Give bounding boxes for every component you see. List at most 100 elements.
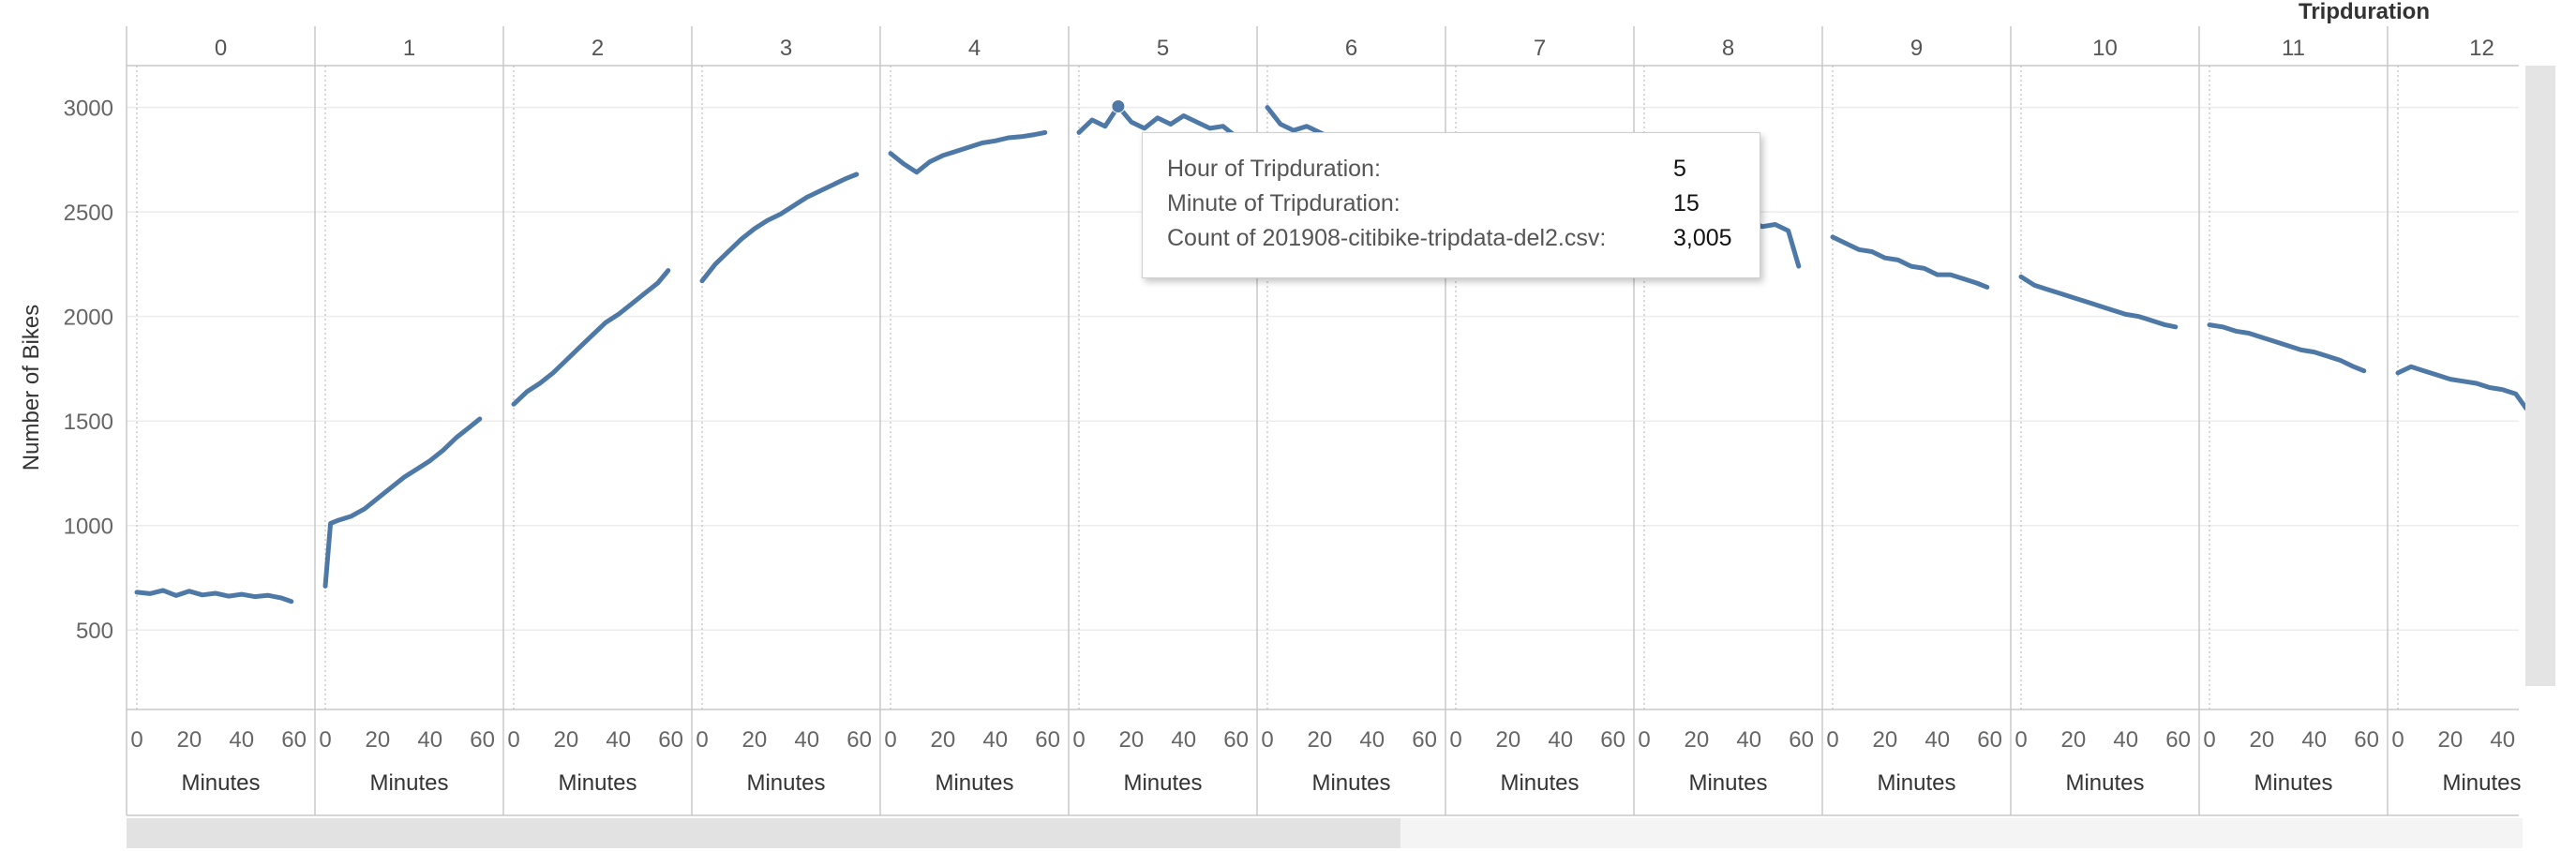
y-tick-label: 3000 bbox=[64, 97, 113, 122]
x-tick-label: 0 bbox=[1449, 727, 1461, 753]
x-axis-title: Minutes bbox=[1311, 770, 1390, 796]
x-tick-label: 60 bbox=[1412, 727, 1437, 753]
series-line-hour-5 bbox=[1076, 104, 1236, 138]
x-tick-label: 20 bbox=[2250, 727, 2275, 753]
y-tick-label: 2000 bbox=[64, 306, 113, 331]
x-tick-label: 40 bbox=[417, 727, 442, 753]
x-tick-label: 60 bbox=[2165, 727, 2191, 753]
x-tick-label: 20 bbox=[366, 727, 391, 753]
x-tick-label: 20 bbox=[2061, 727, 2087, 753]
x-tick-label: 0 bbox=[2203, 727, 2215, 753]
x-tick-label: 60 bbox=[281, 727, 307, 753]
panel-header-7: 7 bbox=[1534, 36, 1546, 61]
y-axis-title: Number of Bikes bbox=[19, 305, 44, 470]
x-tick-label: 60 bbox=[2354, 727, 2379, 753]
x-tick-label: 20 bbox=[742, 727, 768, 753]
x-tick-label: 20 bbox=[1496, 727, 1521, 753]
x-tick-label: 0 bbox=[1638, 727, 1650, 753]
panel-header-1: 1 bbox=[403, 36, 415, 61]
x-tick-label: 40 bbox=[794, 727, 819, 753]
panel-header-2: 2 bbox=[592, 36, 604, 61]
x-tick-label: 40 bbox=[1736, 727, 1761, 753]
x-tick-label: 40 bbox=[2301, 727, 2327, 753]
x-tick-label: 0 bbox=[319, 727, 331, 753]
header-title: Tripduration bbox=[2299, 0, 2430, 24]
x-axis-title: Minutes bbox=[2065, 770, 2144, 796]
y-tick-label: 500 bbox=[76, 619, 113, 644]
x-axis-title: Minutes bbox=[746, 770, 825, 796]
x-tick-label: 40 bbox=[1359, 727, 1385, 753]
x-axis-title: Minutes bbox=[2254, 770, 2332, 796]
x-axis-title: Minutes bbox=[181, 770, 260, 796]
tooltip-label-minute: Minute of Tripduration: bbox=[1167, 190, 1400, 216]
series-line-hour-10 bbox=[2018, 274, 2179, 330]
x-tick-label: 40 bbox=[606, 727, 631, 753]
x-tick-label: 20 bbox=[2438, 727, 2464, 753]
x-tick-label: 20 bbox=[1308, 727, 1333, 753]
series-line-hour-4 bbox=[888, 129, 1048, 175]
x-tick-label: 40 bbox=[2490, 727, 2515, 753]
x-tick-label: 0 bbox=[1826, 727, 1838, 753]
highlighted-data-point[interactable] bbox=[1111, 98, 1126, 113]
x-tick-label: 60 bbox=[1600, 727, 1625, 753]
x-tick-label: 40 bbox=[982, 727, 1008, 753]
x-tick-label: 20 bbox=[1119, 727, 1145, 753]
panel-header-6: 6 bbox=[1345, 36, 1357, 61]
x-tick-label: 60 bbox=[470, 727, 495, 753]
series-line-hour-1 bbox=[322, 416, 483, 589]
panel-header-8: 8 bbox=[1722, 36, 1734, 61]
tooltip-label-hour: Hour of Tripduration: bbox=[1167, 156, 1381, 182]
tooltip-label-count: Count of 201908-citibike-tripdata-del2.c… bbox=[1167, 225, 1607, 251]
panel-header-11: 11 bbox=[2282, 36, 2305, 61]
x-tick-label: 40 bbox=[2113, 727, 2138, 753]
x-tick-label: 20 bbox=[177, 727, 202, 753]
x-tick-label: 0 bbox=[1072, 727, 1085, 753]
y-tick-label: 1000 bbox=[64, 515, 113, 540]
tooltip-value-hour: 5 bbox=[1673, 156, 1686, 182]
x-axis-title: Minutes bbox=[558, 770, 637, 796]
vertical-scrollbar[interactable] bbox=[2525, 66, 2555, 686]
x-tick-label: 40 bbox=[1548, 727, 1573, 753]
x-tick-label: 20 bbox=[1873, 727, 1898, 753]
x-tick-label: 20 bbox=[1685, 727, 1710, 753]
x-tick-label: 0 bbox=[884, 727, 896, 753]
series-line-hour-9 bbox=[1830, 234, 1990, 290]
series-line-hour-2 bbox=[511, 268, 671, 407]
x-axis-title: Minutes bbox=[369, 770, 448, 796]
x-tick-label: 60 bbox=[1977, 727, 2002, 753]
x-tick-label: 60 bbox=[1035, 727, 1060, 753]
tooltip-value-count: 3,005 bbox=[1673, 225, 1732, 251]
x-tick-label: 0 bbox=[1261, 727, 1273, 753]
x-tick-label: 0 bbox=[507, 727, 519, 753]
series-line-hour-11 bbox=[2207, 322, 2367, 374]
x-tick-label: 60 bbox=[658, 727, 683, 753]
panel-header-3: 3 bbox=[780, 36, 792, 61]
horizontal-scrollbar-thumb[interactable] bbox=[127, 818, 1400, 848]
x-axis-title: Minutes bbox=[1123, 770, 1202, 796]
panel-header-9: 9 bbox=[1910, 36, 1923, 61]
tooltip: Hour of Tripduration: 5 Minute of Tripdu… bbox=[1142, 132, 1760, 278]
panel-header-10: 10 bbox=[2092, 36, 2118, 61]
x-tick-label: 60 bbox=[846, 727, 872, 753]
panel-header-0: 0 bbox=[215, 36, 227, 61]
x-tick-label: 40 bbox=[1171, 727, 1196, 753]
x-tick-label: 40 bbox=[229, 727, 254, 753]
x-tick-label: 60 bbox=[1789, 727, 1814, 753]
x-axis-title: Minutes bbox=[1877, 770, 1955, 796]
x-axis-title: Minutes bbox=[1688, 770, 1767, 796]
x-tick-label: 20 bbox=[554, 727, 579, 753]
tooltip-value-minute: 15 bbox=[1673, 190, 1700, 216]
x-tick-label: 20 bbox=[931, 727, 956, 753]
series-line-hour-0 bbox=[134, 588, 294, 605]
x-tick-label: 40 bbox=[1925, 727, 1950, 753]
series-line-hour-3 bbox=[699, 172, 860, 284]
x-tick-label: 0 bbox=[696, 727, 708, 753]
x-tick-label: 0 bbox=[2014, 727, 2027, 753]
x-axis-title: Minutes bbox=[2442, 770, 2521, 796]
panel-header-5: 5 bbox=[1157, 36, 1169, 61]
panel-header-4: 4 bbox=[968, 36, 981, 61]
y-tick-label: 1500 bbox=[64, 410, 113, 435]
x-tick-label: 60 bbox=[1223, 727, 1249, 753]
y-tick-label: 2500 bbox=[64, 201, 113, 226]
